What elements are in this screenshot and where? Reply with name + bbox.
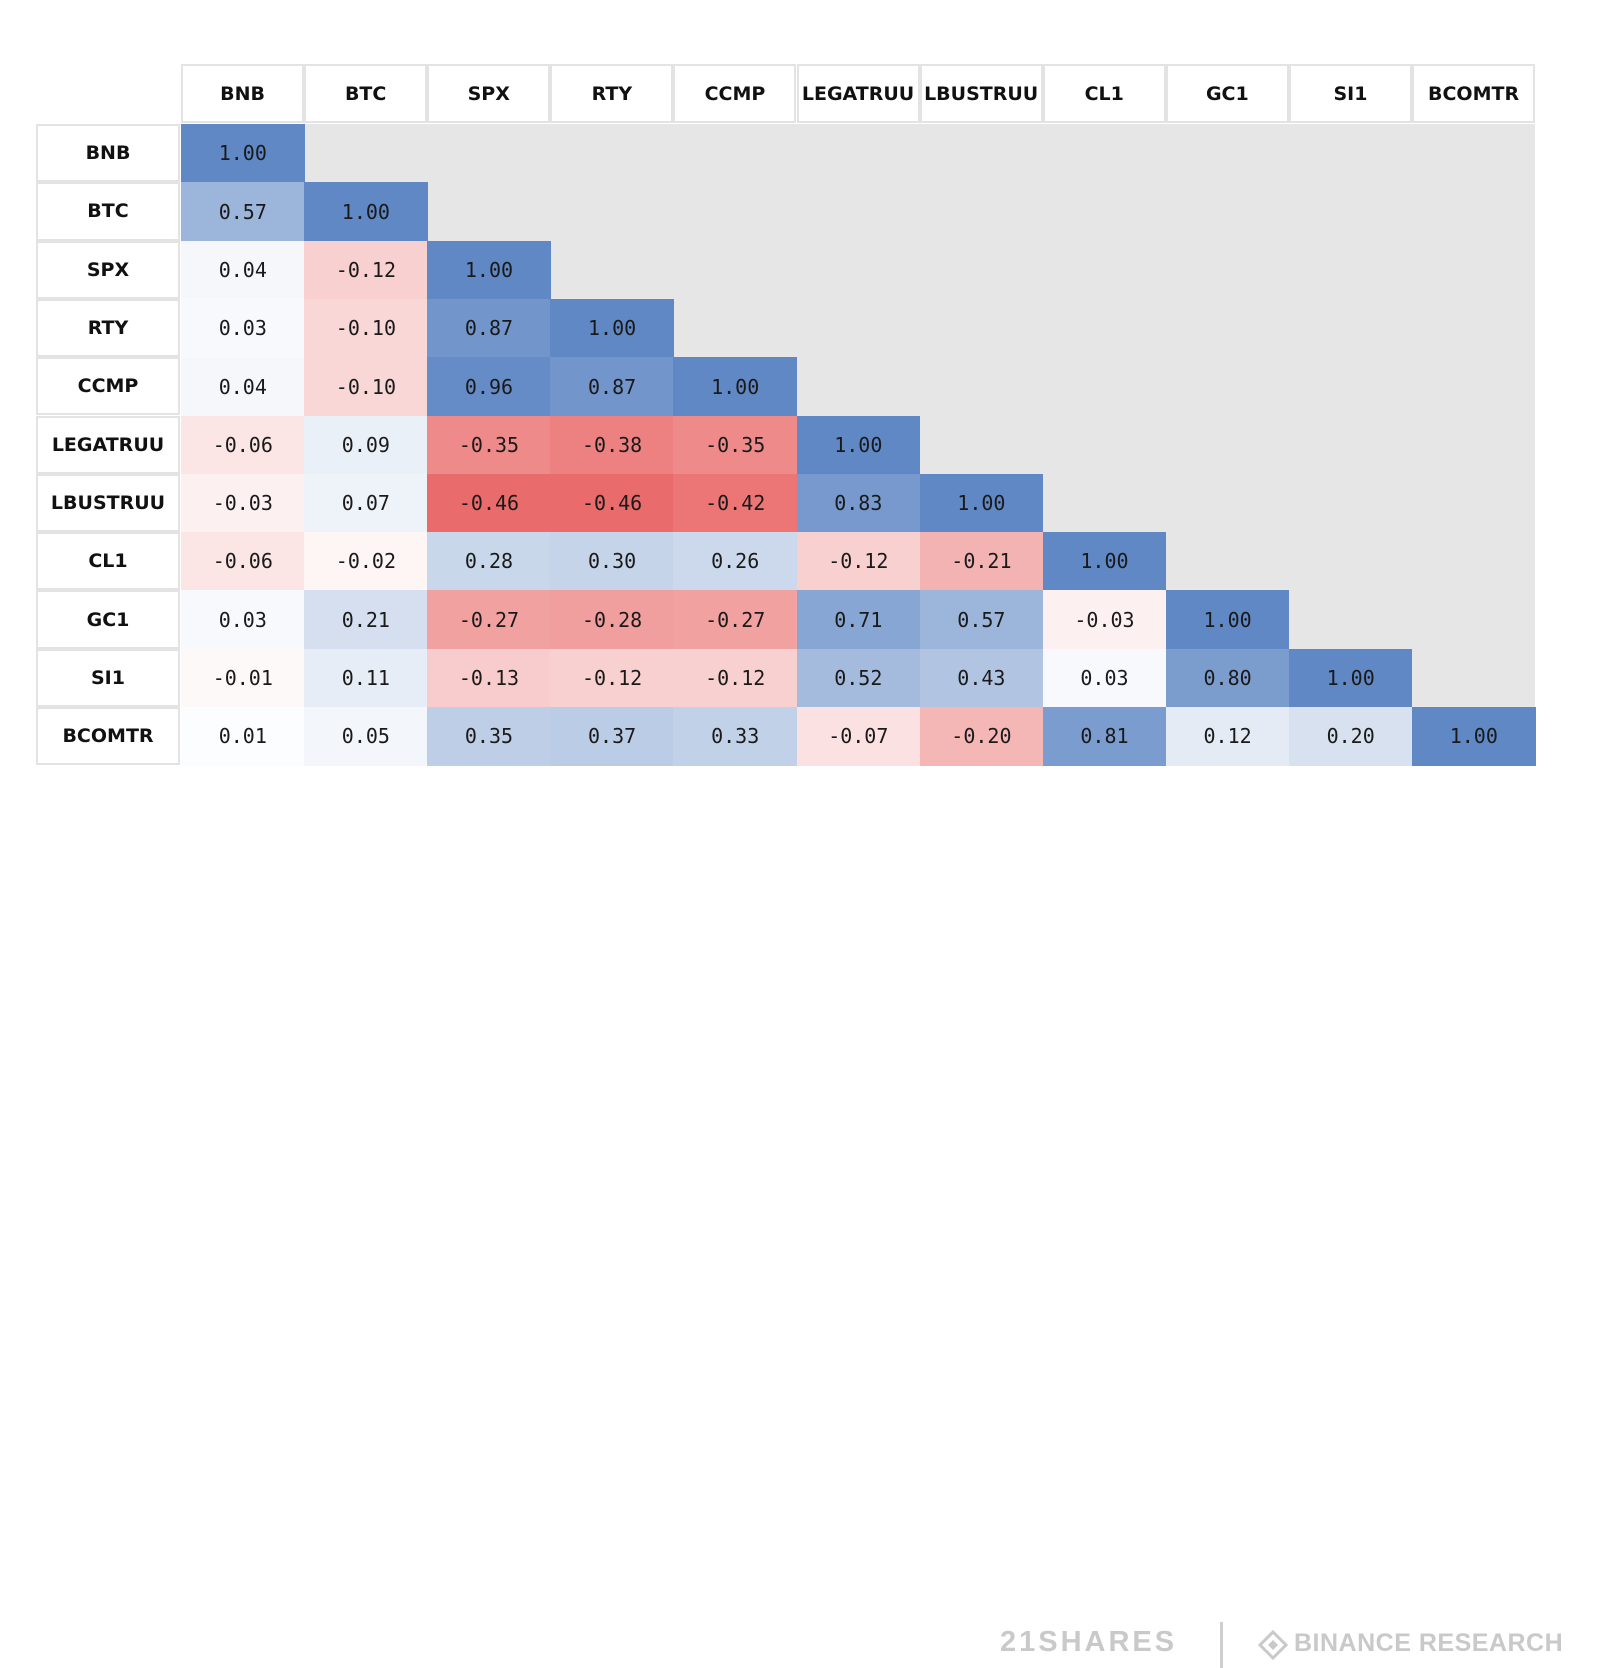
- heatmap-cell: 0.57: [181, 182, 305, 242]
- heatmap-cell: -0.20: [919, 707, 1044, 766]
- heatmap-cell: 0.03: [181, 590, 305, 650]
- heatmap-cell: 1.00: [1288, 648, 1413, 708]
- column-header: GC1: [1165, 64, 1289, 123]
- column-header: SPX: [427, 64, 551, 123]
- heatmap-cell: -0.03: [181, 473, 305, 533]
- column-header: CL1: [1042, 64, 1166, 123]
- heatmap-cell: -0.27: [427, 590, 551, 650]
- column-header: LBUSTRUU: [919, 64, 1043, 123]
- heatmap-cell: -0.21: [919, 532, 1044, 591]
- row-header: SPX: [36, 240, 180, 299]
- brand-21shares: 21SHARES: [1000, 1626, 1178, 1658]
- heatmap-cell: 0.35: [427, 707, 551, 766]
- row-header: RTY: [36, 298, 180, 358]
- heatmap-cell: 0.01: [181, 707, 305, 766]
- heatmap-cell: 0.57: [919, 590, 1044, 650]
- heatmap-cell: 1.00: [181, 124, 305, 183]
- heatmap-cell: -0.12: [673, 648, 797, 708]
- row-header: BNB: [36, 124, 180, 183]
- heatmap-cell: 1.00: [919, 473, 1044, 533]
- heatmap-cell: 0.37: [550, 707, 674, 766]
- brand-binance-research: BINANCE RESEARCH: [1294, 1629, 1564, 1657]
- column-header: RTY: [550, 64, 674, 123]
- heatmap-cell: 1.00: [1165, 590, 1290, 650]
- heatmap-cell: 1.00: [673, 357, 797, 416]
- heatmap-cell: 0.21: [304, 590, 428, 650]
- heatmap-cell: 1.00: [796, 415, 921, 475]
- heatmap-cell: 0.07: [304, 473, 428, 533]
- heatmap-cell: 0.52: [796, 648, 921, 708]
- heatmap-cell: -0.42: [673, 473, 797, 533]
- footer: 21SHARES BINANCE RESEARCH: [0, 800, 1600, 1668]
- heatmap-cell: -0.06: [181, 415, 305, 475]
- heatmap-cell: 0.03: [1042, 648, 1167, 708]
- heatmap-cell: 0.26: [673, 532, 797, 591]
- column-header: LEGATRUU: [796, 64, 920, 123]
- heatmap-cell: -0.07: [796, 707, 921, 766]
- binance-diamond-icon: [1258, 1630, 1288, 1660]
- row-header: SI1: [36, 648, 180, 707]
- row-header: BCOMTR: [36, 707, 180, 766]
- column-header: CCMP: [673, 64, 797, 123]
- heatmap-cell: 0.87: [550, 357, 674, 416]
- heatmap-cell: -0.46: [550, 473, 674, 533]
- heatmap-cell: -0.28: [550, 590, 674, 650]
- heatmap-cell: 0.71: [796, 590, 921, 650]
- heatmap-cell: -0.12: [550, 648, 674, 708]
- row-header: CL1: [36, 532, 180, 591]
- heatmap-cell: 1.00: [304, 182, 428, 242]
- heatmap-cell: 0.96: [427, 357, 551, 416]
- heatmap-cell: 1.00: [550, 298, 674, 358]
- heatmap-cell: 0.05: [304, 707, 428, 766]
- heatmap-cell: -0.03: [1042, 590, 1167, 650]
- heatmap-cell: 0.83: [796, 473, 921, 533]
- heatmap-cell: -0.27: [673, 590, 797, 650]
- heatmap-cell: 0.80: [1165, 648, 1290, 708]
- heatmap-cell: -0.06: [181, 532, 305, 591]
- heatmap-cell: 0.43: [919, 648, 1044, 708]
- heatmap-cell: 1.00: [427, 240, 551, 300]
- heatmap-cell: 0.04: [181, 357, 305, 416]
- column-header: BCOMTR: [1412, 64, 1536, 123]
- heatmap-cell: -0.10: [304, 357, 428, 416]
- heatmap-cell: 1.00: [1412, 707, 1536, 766]
- heatmap-cell: -0.35: [427, 415, 551, 475]
- row-header: GC1: [36, 590, 180, 649]
- row-header: CCMP: [36, 357, 180, 416]
- column-header: BNB: [181, 64, 305, 123]
- heatmap-cell: 0.81: [1042, 707, 1167, 766]
- heatmap-cell: 0.12: [1165, 707, 1290, 766]
- heatmap-cell: 0.04: [181, 240, 305, 300]
- row-header: LEGATRUU: [36, 415, 180, 474]
- column-header: BTC: [304, 64, 428, 123]
- row-header: BTC: [36, 182, 180, 241]
- heatmap-cell: 0.09: [304, 415, 428, 475]
- heatmap-cell: -0.01: [181, 648, 305, 708]
- heatmap-cell: 0.33: [673, 707, 797, 766]
- row-header: LBUSTRUU: [36, 473, 180, 533]
- column-header: SI1: [1288, 64, 1412, 123]
- heatmap-cell: 0.87: [427, 298, 551, 358]
- heatmap-cell: 0.03: [181, 298, 305, 358]
- heatmap-cell: -0.35: [673, 415, 797, 475]
- heatmap-cell: -0.46: [427, 473, 551, 533]
- heatmap-cell: -0.12: [796, 532, 921, 591]
- brand-separator: [1220, 1622, 1223, 1668]
- heatmap-cell: -0.13: [427, 648, 551, 708]
- heatmap-cell: -0.02: [304, 532, 428, 591]
- heatmap-cell: -0.12: [304, 240, 428, 300]
- heatmap-cell: 0.20: [1288, 707, 1413, 766]
- heatmap-cell: 0.11: [304, 648, 428, 708]
- heatmap-cell: 1.00: [1042, 532, 1167, 591]
- heatmap-cell: -0.10: [304, 298, 428, 358]
- heatmap-cell: 0.30: [550, 532, 674, 591]
- heatmap-cell: 0.28: [427, 532, 551, 591]
- heatmap-cell: -0.38: [550, 415, 674, 475]
